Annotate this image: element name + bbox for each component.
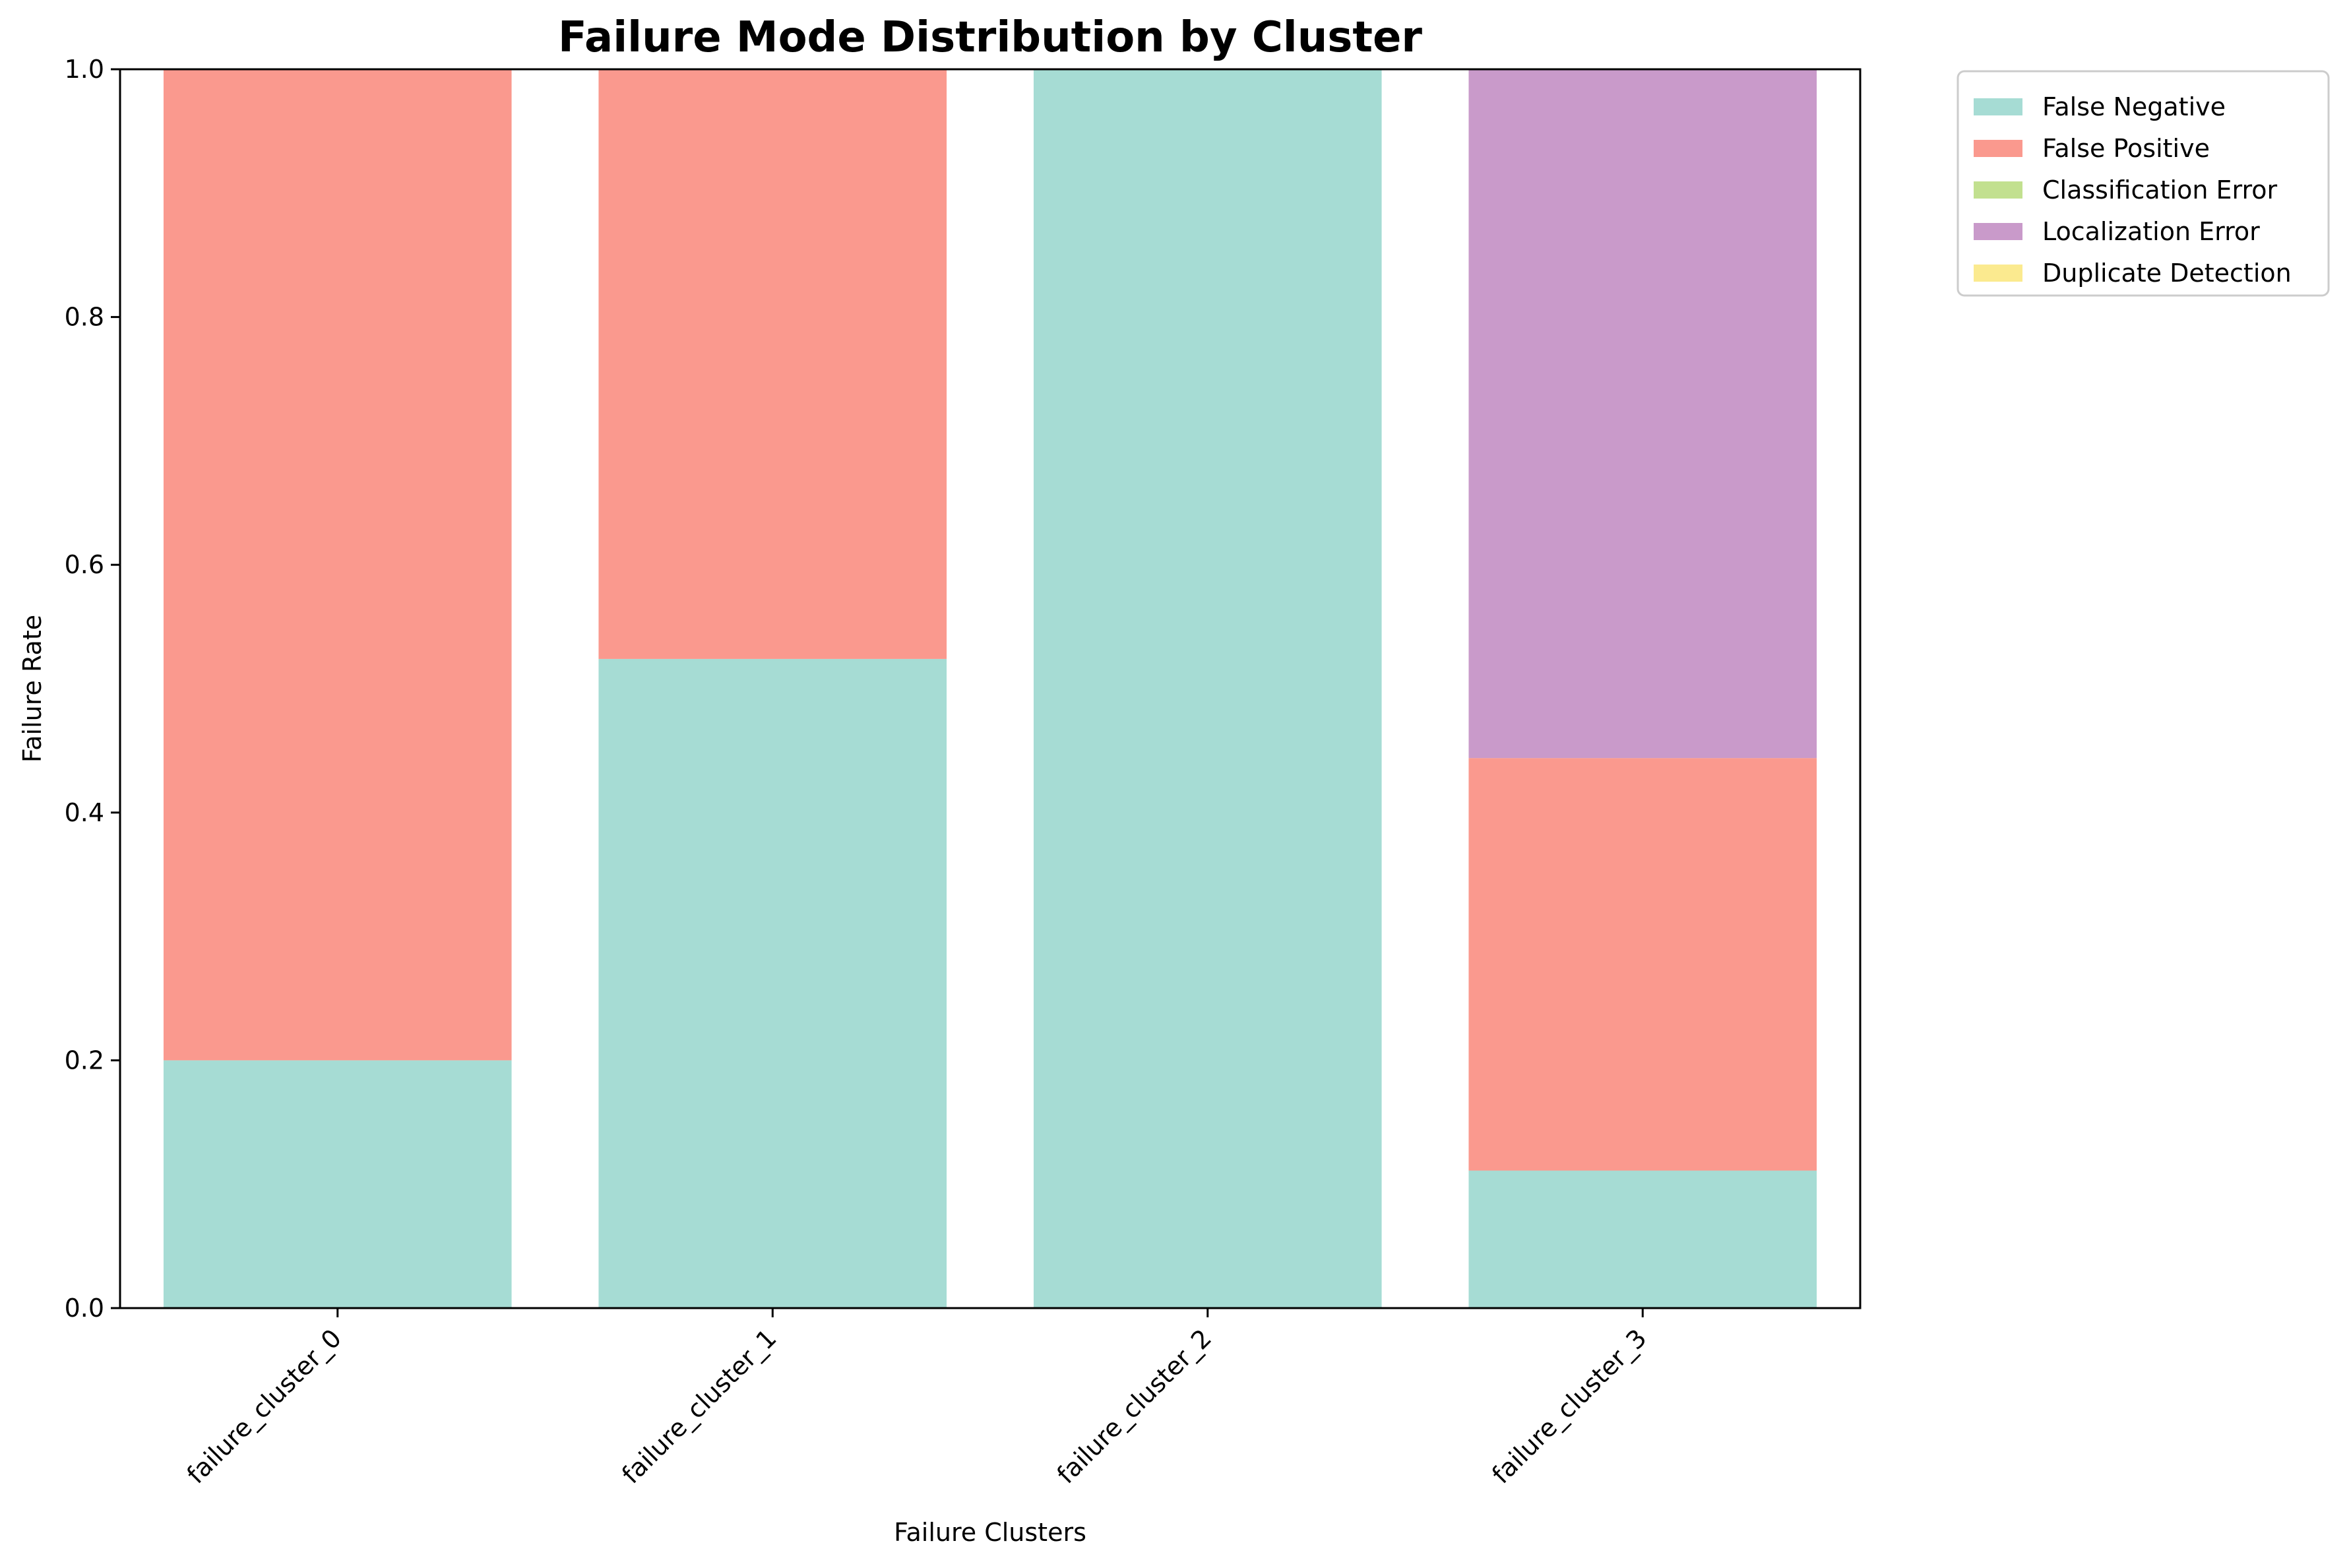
x-axis: failure_cluster_0 failure_cluster_1 failur… (181, 1308, 1652, 1490)
legend-swatch (1974, 140, 2022, 157)
x-tick-label: failure_cluster_3 (1486, 1323, 1652, 1489)
y-tick-label: 0.2 (65, 1046, 104, 1075)
bar-failure_cluster_0-series-0 (163, 1060, 512, 1308)
legend-swatch (1974, 98, 2022, 115)
legend-label: Localization Error (2042, 217, 2260, 246)
bar-failure_cluster_3-series-0 (1468, 1170, 1817, 1308)
legend-label: Duplicate Detection (2042, 259, 2292, 288)
x-tick-label: failure_cluster_1 (616, 1323, 782, 1489)
legend-swatch (1974, 223, 2022, 240)
y-axis: 0.0 0.2 0.4 0.6 0.8 1.0 (65, 55, 120, 1323)
plot-frame (119, 68, 1862, 1309)
bar-failure_cluster_3-series-3 (1468, 69, 1817, 759)
y-tick-label: 0.4 (65, 798, 104, 827)
legend: False Negative False Positive Classificati… (1957, 70, 2330, 297)
legend-swatch (1974, 265, 2022, 282)
bar-failure_cluster_1-series-0 (598, 658, 947, 1308)
x-axis-label: Failure Clusters (894, 1518, 1086, 1547)
bar-failure_cluster_2-series-0 (1033, 69, 1382, 1308)
x-tick-label: failure_cluster_2 (1051, 1323, 1217, 1489)
bars-group (163, 69, 1817, 1308)
y-axis-label: Failure Rate (18, 615, 47, 763)
y-tick-label: 1.0 (65, 55, 104, 84)
bar-failure_cluster_3-series-1 (1468, 758, 1817, 1171)
bar-failure_cluster_1-series-1 (598, 69, 947, 659)
legend-label: False Negative (2042, 92, 2226, 121)
bar-failure_cluster_0-series-1 (163, 69, 512, 1061)
legend-label: False Positive (2042, 134, 2210, 163)
x-tick-label: failure_cluster_0 (181, 1323, 347, 1489)
y-tick-label: 0.8 (65, 303, 104, 332)
legend-swatch (1974, 181, 2022, 199)
chart-title: Failure Mode Distribution by Cluster (558, 13, 1422, 62)
legend-box (1957, 70, 2330, 297)
legend-label: Classification Error (2042, 175, 2278, 204)
y-tick-label: 0.0 (65, 1294, 104, 1323)
y-tick-label: 0.6 (65, 550, 104, 579)
